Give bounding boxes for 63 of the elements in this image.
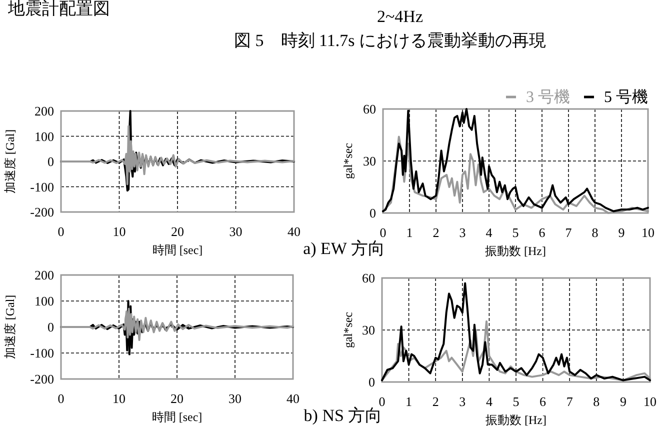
x-tick-label: 7 <box>566 394 574 409</box>
x-tick-label: 0 <box>58 224 64 239</box>
x-tick-label: 10 <box>112 224 126 239</box>
x-axis-title: 時間 [sec] <box>152 243 203 257</box>
x-tick-label: 0 <box>378 394 386 409</box>
text: 2~4Hz <box>376 7 424 26</box>
x-tick-label: 0 <box>380 225 386 240</box>
x-tick-label: 2 <box>432 394 439 409</box>
x-tick-label: 9 <box>618 225 625 240</box>
x-tick-label: 6 <box>538 225 546 240</box>
x-axis-title: 振動数 [Hz] <box>486 413 546 427</box>
x-tick-label: 40 <box>286 391 300 406</box>
y-axis-title: gal*sec <box>341 312 355 348</box>
x-axis-title: 振動数 [Hz] <box>485 244 546 258</box>
y-tick-label: -100 <box>30 179 54 194</box>
text: 地震計配置図 <box>7 0 110 18</box>
x-tick-label: 4 <box>486 225 493 240</box>
x-tick-label: 10 <box>642 225 654 240</box>
x-tick-label: 6 <box>540 394 547 409</box>
y-tick-label: -200 <box>30 372 54 386</box>
text: b) NS 方向 <box>304 406 382 425</box>
y-tick-label: 0 <box>48 320 54 334</box>
x-tick-label: 8 <box>593 394 600 409</box>
y-tick-label: 30 <box>363 154 376 168</box>
x-tick-label: 9 <box>620 394 626 409</box>
caption: 図 5 時刻 11.7s における震動挙動の再現 <box>234 31 546 50</box>
y-tick-label: 200 <box>34 268 54 282</box>
legend-label: 3 号機 <box>526 88 570 106</box>
y-axis-title: 加速度 [Gal] <box>3 294 17 360</box>
y-tick-label: 100 <box>34 128 54 144</box>
x-tick-label: 10 <box>112 391 126 406</box>
legend-label: 5 号機 <box>604 88 648 106</box>
y-tick-label: 0 <box>370 206 376 220</box>
y-tick-label: 200 <box>34 104 54 118</box>
x-tick-label: 20 <box>171 224 184 239</box>
x-tick-label: 30 <box>228 391 242 406</box>
y-tick-label: 0 <box>368 374 375 390</box>
y-tick-label: 30 <box>362 322 375 338</box>
x-tick-label: 5 <box>512 394 520 409</box>
y-tick-label: 100 <box>34 294 54 308</box>
x-tick-label: 4 <box>486 394 493 409</box>
y-tick-label: -100 <box>30 346 54 360</box>
x-tick-label: 30 <box>229 224 242 239</box>
x-tick-label: 3 <box>459 225 466 240</box>
y-tick-label: 60 <box>363 102 376 116</box>
x-tick-label: 20 <box>170 391 184 406</box>
text: a) EW 方向 <box>303 239 385 258</box>
y-tick-label: -200 <box>30 204 54 220</box>
x-tick-label: 0 <box>58 391 64 406</box>
x-tick-label: 5 <box>512 225 519 240</box>
x-axis-title: 時間 [sec] <box>152 410 202 424</box>
y-axis-title: gal*sec <box>341 143 355 179</box>
x-tick-label: 1 <box>406 394 412 409</box>
x-tick-label: 40 <box>288 224 300 239</box>
y-tick-label: 0 <box>48 154 54 169</box>
x-tick-label: 7 <box>565 225 572 240</box>
x-tick-label: 8 <box>592 225 598 240</box>
x-tick-label: 1 <box>406 225 413 240</box>
x-tick-label: 3 <box>459 394 466 409</box>
x-tick-label: 2 <box>432 225 440 240</box>
y-tick-label: 60 <box>362 270 375 286</box>
x-tick-label: 10 <box>644 394 656 409</box>
y-axis-title: 加速度 [Gal] <box>3 129 17 194</box>
